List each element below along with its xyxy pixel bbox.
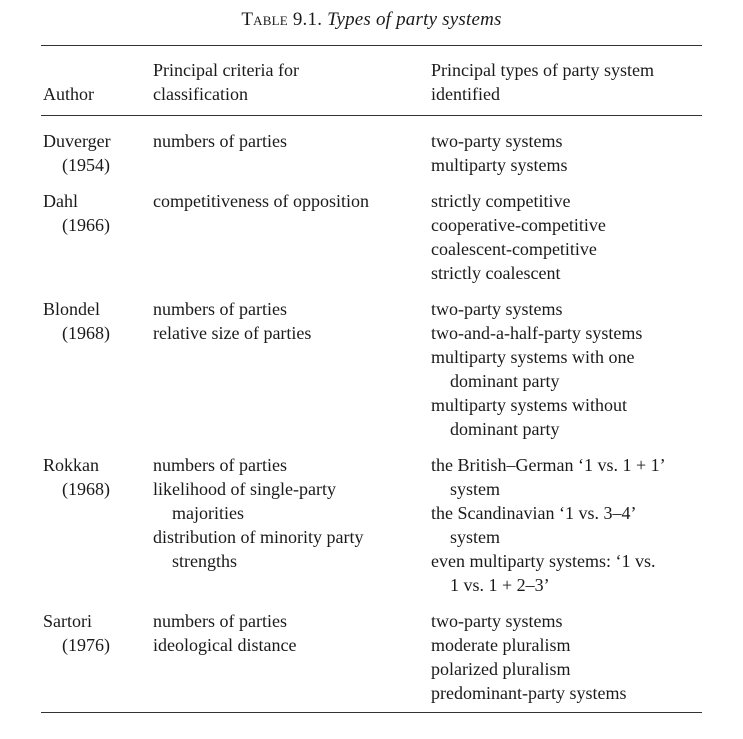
type-line: polarized pluralism bbox=[431, 659, 571, 679]
header-criteria: Principal criteria for classification bbox=[153, 60, 299, 104]
cell-author: Dahl (1966) bbox=[43, 189, 149, 237]
type-line: coalescent-competitive bbox=[431, 239, 597, 259]
table-caption: Table 9.1. Types of party systems bbox=[0, 8, 743, 32]
type-line: moderate pluralism bbox=[431, 635, 571, 655]
cell-types: two-party systems moderate pluralism polar… bbox=[431, 609, 703, 705]
type-line: multiparty systems bbox=[431, 155, 568, 175]
type-line: strictly competitive bbox=[431, 191, 571, 211]
cell-criteria: numbers of parties likelihood of single-p… bbox=[153, 453, 423, 573]
cell-author: Duverger (1954) bbox=[43, 129, 149, 177]
author-year: (1966) bbox=[62, 215, 110, 235]
cell-criteria: competitiveness of opposition bbox=[153, 189, 423, 213]
cell-author: Blondel (1968) bbox=[43, 297, 149, 345]
criteria-line: competitiveness of opposition bbox=[153, 191, 369, 211]
cell-types: strictly competitive cooperative-competit… bbox=[431, 189, 703, 285]
type-line: two-and-a-half-party systems bbox=[431, 323, 643, 343]
type-line: cooperative-competitive bbox=[431, 215, 606, 235]
criteria-line: relative size of parties bbox=[153, 323, 312, 343]
cell-criteria: numbers of parties bbox=[153, 129, 423, 153]
type-line: system bbox=[450, 479, 501, 499]
type-line: dominant party bbox=[450, 419, 560, 439]
type-line: 1 vs. 1 + 2–3’ bbox=[450, 575, 550, 595]
table-title: Types of party systems bbox=[327, 9, 502, 30]
author-name: Dahl bbox=[43, 191, 78, 211]
author-name: Sartori bbox=[43, 611, 92, 631]
type-line: dominant party bbox=[450, 371, 560, 391]
author-year: (1954) bbox=[62, 155, 110, 175]
type-line: strictly coalescent bbox=[431, 263, 561, 283]
cell-author: Sartori (1976) bbox=[43, 609, 149, 657]
cell-types: the British–German ‘1 vs. 1 + 1’ system th… bbox=[431, 453, 703, 597]
criteria-line: distribution of minority party bbox=[153, 527, 364, 547]
top-rule bbox=[41, 45, 702, 46]
criteria-line: ideological distance bbox=[153, 635, 297, 655]
cell-criteria: numbers of parties relative size of parti… bbox=[153, 297, 423, 345]
header-author: Author bbox=[43, 84, 94, 104]
criteria-line: numbers of parties bbox=[153, 455, 287, 475]
bottom-rule bbox=[41, 712, 702, 713]
criteria-line: numbers of parties bbox=[153, 611, 287, 631]
author-year: (1968) bbox=[62, 479, 110, 499]
header-types: Principal types of party system identifi… bbox=[431, 60, 654, 104]
author-year: (1976) bbox=[62, 635, 110, 655]
type-line: multiparty systems without bbox=[431, 395, 627, 415]
author-name: Rokkan bbox=[43, 455, 99, 475]
type-line: multiparty systems with one bbox=[431, 347, 635, 367]
criteria-line: numbers of parties bbox=[153, 131, 287, 151]
table-number: Table 9.1. bbox=[241, 9, 323, 30]
type-line: system bbox=[450, 527, 501, 547]
type-line: predominant-party systems bbox=[431, 683, 627, 703]
header-rule bbox=[41, 115, 702, 116]
author-year: (1968) bbox=[62, 323, 110, 343]
cell-author: Rokkan (1968) bbox=[43, 453, 149, 501]
criteria-line: likelihood of single-party bbox=[153, 479, 336, 499]
criteria-line: numbers of parties bbox=[153, 299, 287, 319]
criteria-line: majorities bbox=[172, 503, 244, 523]
type-line: two-party systems bbox=[431, 299, 563, 319]
table-header: Author Principal criteria for classifica… bbox=[0, 58, 743, 108]
cell-types: two-party systems two-and-a-half-party sy… bbox=[431, 297, 703, 441]
cell-criteria: numbers of parties ideological distance bbox=[153, 609, 423, 657]
cell-types: two-party systems multiparty systems bbox=[431, 129, 703, 177]
type-line: two-party systems bbox=[431, 611, 563, 631]
type-line: two-party systems bbox=[431, 131, 563, 151]
criteria-line: strengths bbox=[172, 551, 237, 571]
type-line: the Scandinavian ‘1 vs. 3–4’ bbox=[431, 503, 637, 523]
author-name: Duverger bbox=[43, 131, 111, 151]
author-name: Blondel bbox=[43, 299, 100, 319]
type-line: even multiparty systems: ‘1 vs. bbox=[431, 551, 656, 571]
type-line: the British–German ‘1 vs. 1 + 1’ bbox=[431, 455, 666, 475]
